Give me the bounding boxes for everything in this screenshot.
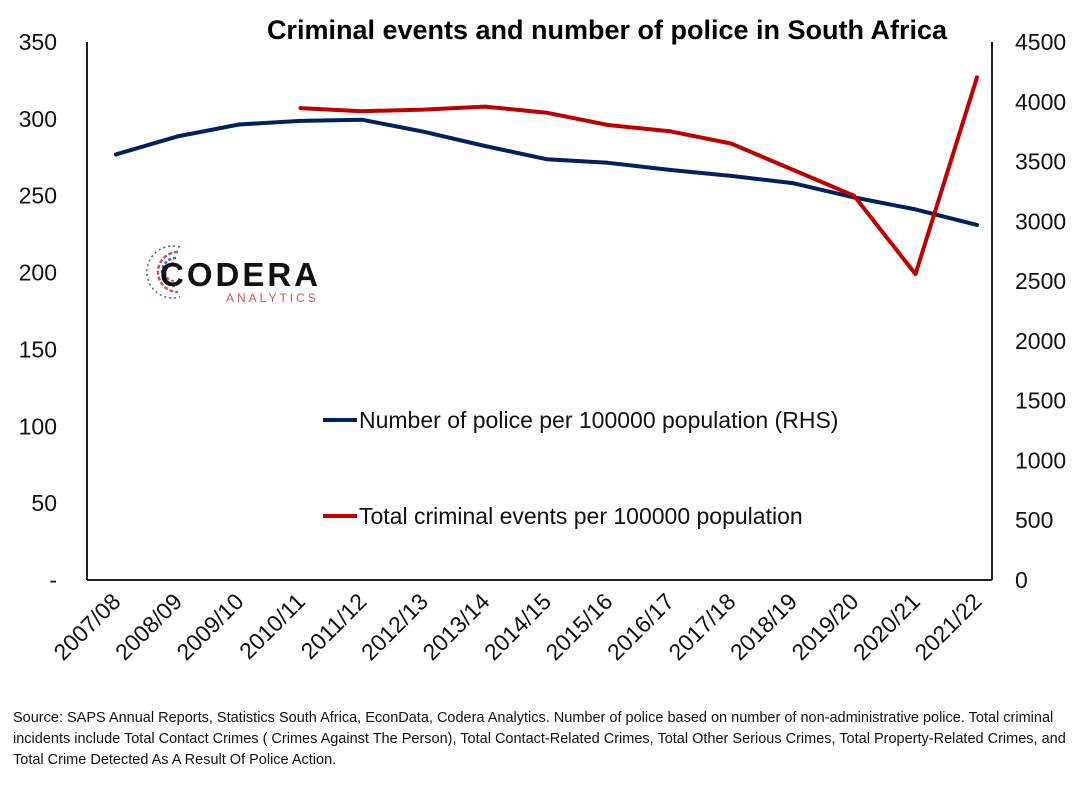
- x-tick-label: 2017/18: [663, 588, 740, 665]
- x-tick-label: 2010/11: [234, 588, 310, 664]
- x-tick-label: 2016/17: [602, 588, 679, 665]
- legend-label-police: Number of police per 100000 population (…: [359, 407, 838, 433]
- x-tick-label: 2014/15: [479, 588, 556, 665]
- x-tick-label: 2012/13: [356, 588, 433, 665]
- series-lines: [114, 75, 979, 277]
- logo-subtext: ANALYTICS: [226, 291, 319, 305]
- x-tick-label: 2011/12: [296, 588, 372, 664]
- left-axis-ticks: 350 300 250 200 150 100 50 -: [19, 29, 57, 593]
- source-note: Source: SAPS Annual Reports, Statistics …: [13, 710, 1066, 768]
- series-line-1: [298, 75, 979, 277]
- legend: Number of police per 100000 population (…: [323, 407, 838, 529]
- x-tick-label: 2021/22: [909, 588, 986, 665]
- right-tick-label: 3000: [1015, 208, 1066, 234]
- right-tick-label: 500: [1015, 507, 1053, 533]
- x-tick-label: 2019/20: [786, 588, 863, 665]
- codera-logo: CODERA ANALYTICS: [146, 245, 321, 305]
- x-tick-label: 2020/21: [848, 588, 925, 665]
- left-tick-label: 150: [19, 336, 57, 362]
- right-tick-label: 0: [1015, 567, 1028, 593]
- x-tick-label: 2015/16: [540, 588, 617, 665]
- left-tick-label: 100: [19, 413, 57, 439]
- x-tick-label: 2013/14: [417, 588, 494, 665]
- logo-text: CODERA: [160, 256, 321, 293]
- codera-logo-mark-icon: [146, 245, 181, 299]
- right-tick-label: 4500: [1015, 29, 1066, 55]
- x-tick-label: 2007/08: [48, 588, 125, 665]
- left-tick-label: -: [49, 567, 57, 593]
- left-tick-label: 300: [19, 106, 57, 132]
- x-tick-label: 2009/10: [171, 588, 248, 665]
- left-tick-label: 250: [19, 183, 57, 209]
- right-tick-label: 2500: [1015, 268, 1066, 294]
- left-tick-label: 200: [19, 260, 57, 286]
- chart: Criminal events and number of police in …: [19, 15, 1067, 665]
- x-tick-label: 2018/19: [725, 588, 802, 665]
- right-tick-label: 1500: [1015, 388, 1066, 414]
- series-line-0: [114, 117, 979, 227]
- chart-title: Criminal events and number of police in …: [267, 15, 948, 45]
- right-tick-label: 4000: [1015, 89, 1066, 115]
- right-axis-ticks: 4500 4000 3500 3000 2500 2000 1500 1000 500 0: [1015, 29, 1066, 593]
- left-tick-label: 350: [19, 29, 57, 55]
- right-tick-label: 2000: [1015, 328, 1066, 354]
- legend-label-crime: Total criminal events per 100000 populat…: [359, 503, 803, 529]
- right-tick-label: 1000: [1015, 447, 1066, 473]
- x-axis-ticks: 2007/082008/092009/102010/112011/122012/…: [48, 588, 986, 665]
- right-tick-label: 3500: [1015, 149, 1066, 175]
- left-tick-label: 50: [31, 490, 57, 516]
- x-tick-label: 2008/09: [110, 588, 187, 665]
